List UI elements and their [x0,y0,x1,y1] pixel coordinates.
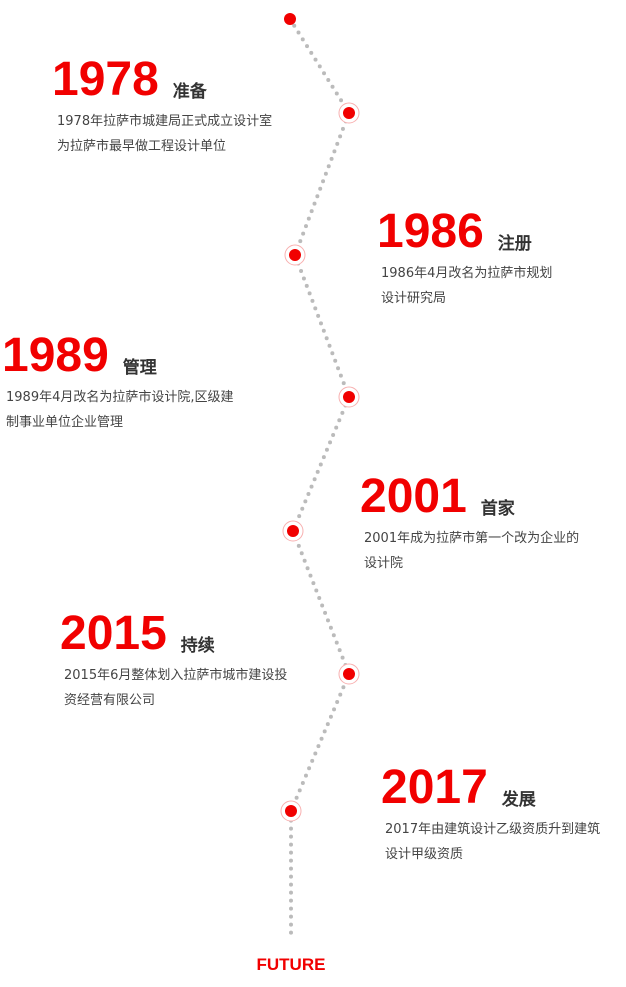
milestone-title: 注册 [497,234,532,254]
description-line: 设计甲级资质 [385,846,464,862]
description-line: 1978年拉萨市城建局正式成立设计室 [57,114,273,129]
description-line: 2017年由建筑设计乙级资质升到建筑 [385,822,601,837]
description-line: 2015年6月整体划入拉萨市城市建设投 [64,668,288,683]
year: 1989 [2,329,109,382]
milestone-1978: 1978 准备 1978年拉萨市城建局正式成立设计室 为拉萨市最早做工程设计单位 [52,53,273,159]
node-dot-2015 [343,668,355,680]
milestone-title: 发展 [501,790,536,810]
milestone-title: 管理 [122,358,157,378]
milestone-1989: 1989 管理 1989年4月改名为拉萨市设计院,区级建 制事业单位企业管理 [2,329,234,435]
year: 2017 [381,761,488,814]
description-line: 为拉萨市最早做工程设计单位 [57,138,227,154]
description-line: 资经营有限公司 [64,692,156,708]
milestone-title: 准备 [172,82,207,102]
description-line: 设计院 [364,555,404,571]
year: 2001 [360,470,467,523]
year: 1978 [52,53,159,106]
description-line: 2001年成为拉萨市第一个改为企业的 [364,531,580,546]
description-line: 1989年4月改名为拉萨市设计院,区级建 [6,390,234,405]
node-dot-1978 [343,107,355,119]
year: 1986 [377,205,484,258]
node-dot-1989 [343,391,355,403]
description-line: 设计研究局 [381,290,447,306]
milestone-1986: 1986 注册 1986年4月改名为拉萨市规划 设计研究局 [377,205,553,311]
description-line: 1986年4月改名为拉萨市规划 [381,266,553,281]
node-dot-1986 [289,249,301,261]
milestone-title: 持续 [180,636,215,656]
description-line: 制事业单位企业管理 [6,414,124,430]
milestone-2015: 2015 持续 2015年6月整体划入拉萨市城市建设投 资经营有限公司 [60,607,288,713]
future-label: FUTURE [256,955,326,974]
milestone-title: 首家 [480,499,515,519]
milestone-2017: 2017 发展 2017年由建筑设计乙级资质升到建筑 设计甲级资质 [381,761,601,867]
node-dot-2001 [287,525,299,537]
year: 2015 [60,607,167,660]
start-dot [284,13,296,25]
node-dot-2017 [285,805,297,817]
milestone-2001: 2001 首家 2001年成为拉萨市第一个改为企业的 设计院 [360,470,580,576]
